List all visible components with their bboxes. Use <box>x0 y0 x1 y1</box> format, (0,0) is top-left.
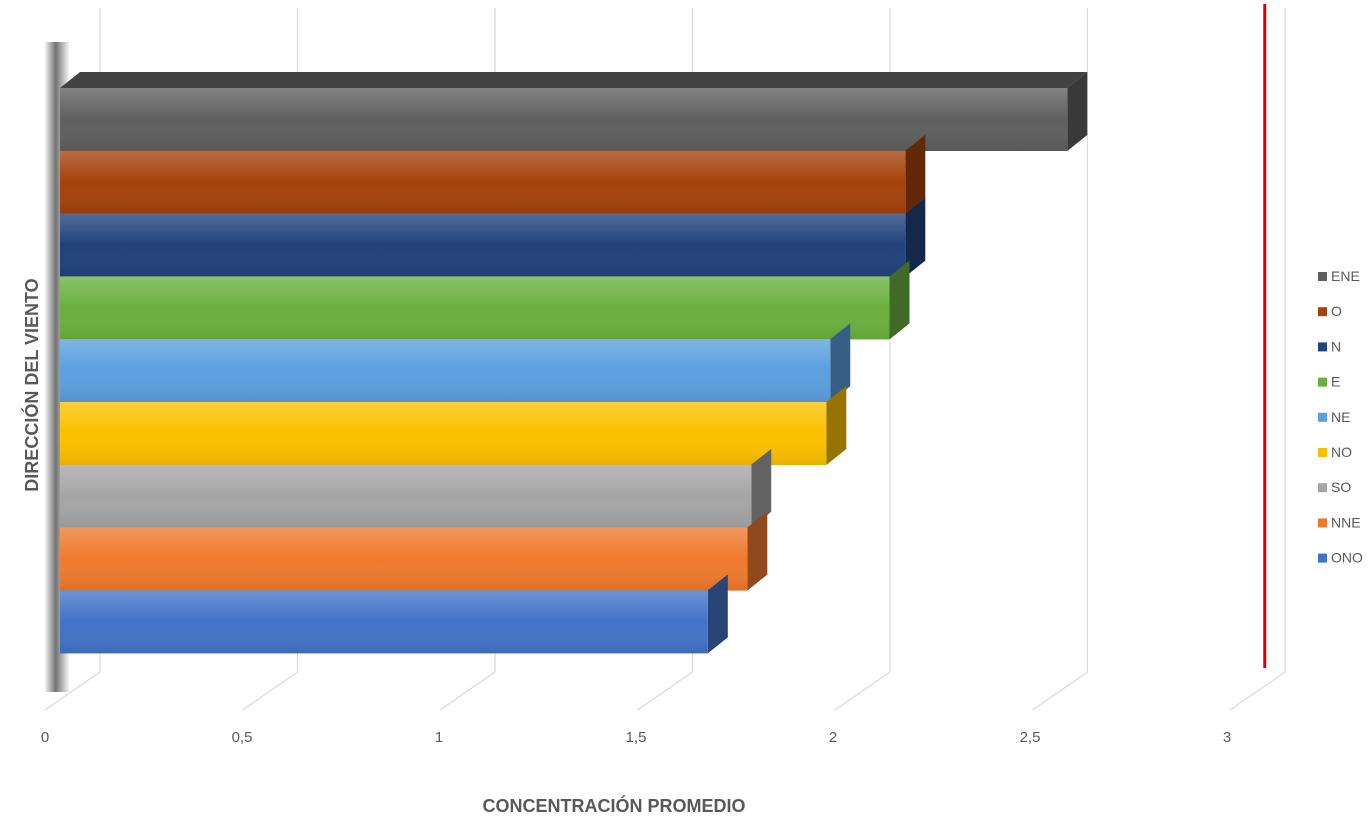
legend-item-no: NO <box>1318 444 1352 460</box>
bar-side-face <box>889 260 910 340</box>
legend-swatch <box>1318 553 1327 563</box>
legend-item-ene: ENE <box>1318 268 1360 284</box>
x-tick-label: 1,5 <box>626 729 647 746</box>
bar-shine <box>60 88 1068 151</box>
bar-o <box>60 134 926 214</box>
legend-label: NNE <box>1331 514 1361 530</box>
bar-side-face <box>826 386 847 465</box>
legend-item-n: N <box>1318 338 1341 354</box>
legend-item-e: E <box>1318 374 1340 390</box>
legend-swatch <box>1318 483 1327 493</box>
bar-so <box>60 448 772 528</box>
bar-e <box>60 260 910 340</box>
bar-ono <box>60 574 728 654</box>
x-axis-title: CONCENTRACIÓN PROMEDIO <box>482 795 745 816</box>
legend-label: SO <box>1331 479 1351 495</box>
legend-swatch <box>1318 448 1327 457</box>
x-tick-label: 0,5 <box>232 729 253 746</box>
bar-shine <box>60 276 890 340</box>
legend-item-ne: NE <box>1318 409 1350 425</box>
x-tick-label: 3 <box>1223 729 1231 746</box>
bar-side-face <box>751 448 772 528</box>
bar-shine <box>60 150 906 214</box>
legend-swatch <box>1318 377 1327 387</box>
bar-ene <box>60 72 1088 151</box>
legend-swatch <box>1318 272 1327 281</box>
gridline-floor <box>1032 671 1088 711</box>
bar-side-face <box>747 511 768 591</box>
bar-n <box>60 197 926 277</box>
legend-label: O <box>1331 303 1342 319</box>
legend-label: NO <box>1331 444 1352 460</box>
legend-item-so: SO <box>1318 479 1351 495</box>
legend-swatch <box>1318 412 1327 422</box>
bar-ne <box>60 323 851 403</box>
x-tick-label: 2,5 <box>1020 729 1041 746</box>
bar-side-face <box>1067 72 1088 151</box>
bar-side-face <box>707 574 728 654</box>
gridline-floor <box>44 671 101 711</box>
bar-nne <box>60 511 768 591</box>
gridline-floor <box>834 671 891 711</box>
bar-side-face <box>905 197 926 277</box>
gridline-floor <box>242 671 298 711</box>
legend-label: N <box>1331 338 1341 354</box>
legend-swatch <box>1318 518 1327 528</box>
x-tick-label: 1 <box>435 729 443 746</box>
x-axis-ticks: 0 0,5 1 1,5 2 2,5 3 <box>41 729 1231 746</box>
legend-label: ENE <box>1331 268 1360 284</box>
bar-side-face <box>830 323 851 403</box>
bar-top-face <box>60 72 1088 88</box>
bar-shine <box>60 339 831 403</box>
legend-item-ono: ONO <box>1318 550 1363 566</box>
legend-swatch <box>1318 307 1327 317</box>
legend-label: E <box>1331 374 1340 390</box>
bar-shine <box>60 527 748 591</box>
bar-shine <box>60 402 827 465</box>
legend-swatch <box>1318 342 1327 352</box>
gridline-floor <box>637 671 693 711</box>
legend-label: ONO <box>1331 550 1363 566</box>
gridline-floor <box>1229 671 1286 711</box>
bar-shine <box>60 213 906 277</box>
gridline-floor <box>439 671 496 711</box>
legend-item-o: O <box>1318 303 1342 319</box>
bar-shine <box>60 590 708 654</box>
x-tick-label: 2 <box>829 729 837 746</box>
bar-no <box>60 386 847 465</box>
x-tick-label: 0 <box>41 729 49 746</box>
legend-item-nne: NNE <box>1318 514 1361 530</box>
bar-side-face <box>905 134 926 214</box>
bar-shine <box>60 464 752 528</box>
legend-label: NE <box>1331 409 1350 425</box>
y-axis-title: DIRECCIÓN DEL VIENTO <box>21 278 42 491</box>
bars <box>60 72 1088 654</box>
